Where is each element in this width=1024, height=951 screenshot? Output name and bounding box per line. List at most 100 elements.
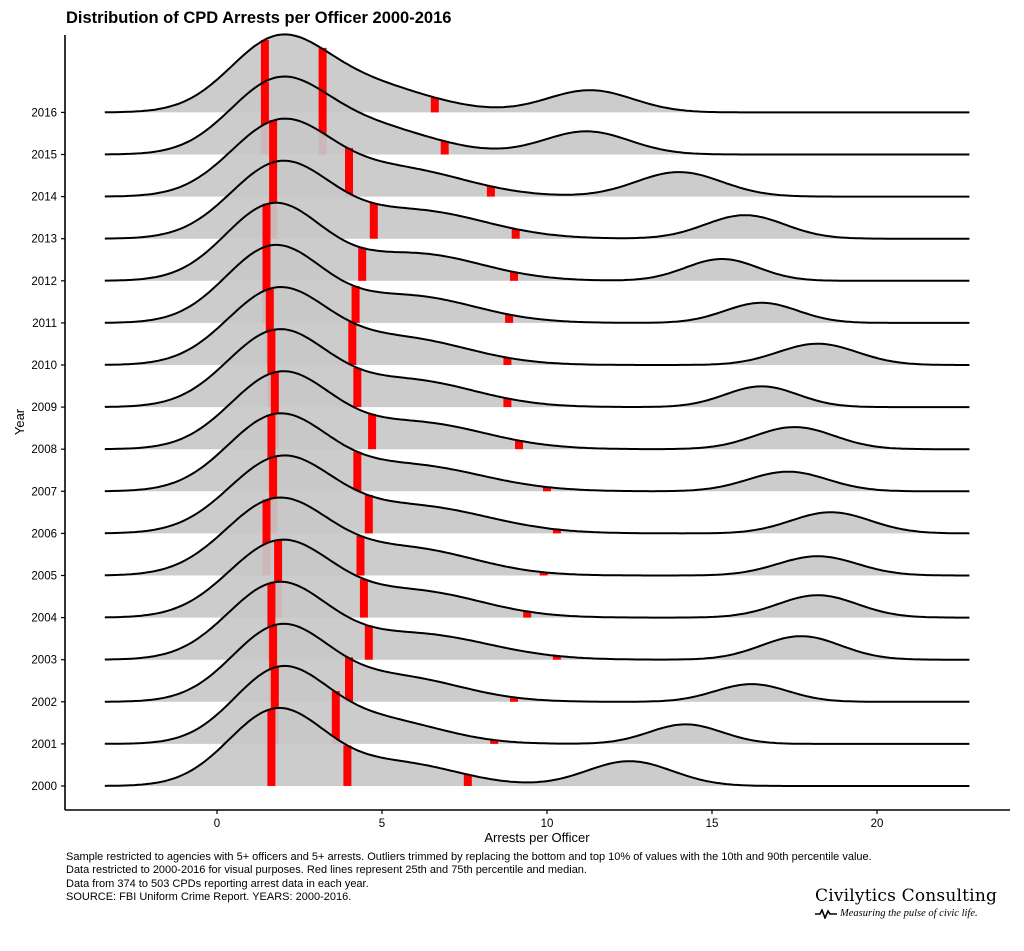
quantile-line-q25	[270, 372, 279, 450]
brand-tagline: Measuring the pulse of civic life.	[840, 908, 978, 919]
ridge-outline	[104, 117, 970, 198]
y-tick-label: 2005	[31, 571, 57, 583]
x-tick-label: 5	[379, 818, 385, 830]
y-tick-label: 2006	[31, 528, 57, 540]
axes-layer	[64, 35, 1010, 811]
ridge-outline	[104, 243, 970, 324]
quantile-line-q75	[511, 229, 520, 239]
ridge-2016	[104, 33, 970, 114]
ridge-outline	[104, 328, 970, 409]
ridge-outline	[104, 622, 970, 703]
quantile-line-q75	[539, 572, 548, 576]
quantile-line-q75	[503, 357, 512, 365]
x-tick-label: 15	[706, 818, 719, 830]
chart-notes: Sample restricted to agencies with 5+ of…	[66, 851, 872, 905]
ridge-2013	[104, 159, 970, 240]
ridge-outline	[104, 159, 970, 240]
y-tick-label: 2016	[31, 107, 57, 119]
ridge-area	[104, 665, 970, 744]
ridges-layer	[104, 33, 970, 787]
quantile-line-q25	[265, 288, 274, 365]
note-line: Data restricted to 2000-2016 for visual …	[66, 864, 587, 877]
quantile-line-q25	[269, 120, 278, 197]
quantile-line-q75	[552, 655, 561, 660]
ridge-outline	[104, 664, 970, 745]
quantile-line-q25	[267, 414, 276, 492]
ridge-outline	[104, 201, 970, 282]
ridge-area	[104, 202, 970, 281]
quantile-line-q25	[267, 330, 276, 408]
note-line: SOURCE: FBI Uniform Crime Report. YEARS:…	[66, 891, 352, 904]
y-axis-title: Year	[12, 408, 27, 435]
ridge-2004	[104, 538, 970, 619]
y-tick-label: 2011	[32, 318, 57, 330]
quantile-line-median	[331, 691, 340, 744]
quantile-line-q25	[262, 246, 271, 323]
ridge-outline	[104, 285, 970, 366]
ridge-outline	[104, 75, 970, 156]
ridge-area	[104, 539, 970, 618]
y-tick-label: 2002	[31, 697, 57, 709]
ridge-outline	[104, 454, 970, 535]
y-tick-label: 2003	[31, 655, 57, 667]
x-tick-label: 20	[871, 818, 884, 830]
quantile-line-median	[368, 413, 377, 450]
x-tick-label: 10	[541, 818, 554, 830]
y-tick-label: 2001	[31, 739, 57, 751]
note-line: Sample restricted to agencies with 5+ of…	[66, 851, 872, 863]
quantile-line-q75	[510, 697, 518, 702]
quantile-line-q25	[262, 499, 271, 576]
quantile-line-q75	[552, 529, 561, 534]
quantile-line-median	[318, 90, 327, 155]
quantile-line-q25	[270, 667, 279, 744]
ridge-outline	[104, 580, 970, 661]
quantile-line-q25	[269, 456, 278, 534]
quantile-line-median	[356, 535, 365, 576]
y-tick-label: 2000	[31, 781, 57, 793]
quantile-line-median	[348, 321, 357, 365]
quantile-line-median	[364, 494, 373, 534]
note-line: Data from 374 to 503 CPDs reporting arre…	[66, 877, 369, 890]
quantile-line-q75	[430, 97, 439, 113]
quantile-line-q75	[505, 314, 514, 323]
quantile-line-q25	[274, 540, 283, 618]
ridge-outline	[104, 496, 970, 577]
quantile-line-q75	[510, 272, 518, 281]
x-ticks: 0 5 10 15 20	[214, 810, 884, 830]
y-tick-label: 2004	[31, 613, 57, 625]
y-tick-label: 2010	[31, 360, 57, 372]
ridge-outline	[104, 412, 970, 493]
ridge-outline	[104, 707, 970, 787]
quantile-line-q25	[260, 81, 269, 155]
ridge-2001	[104, 664, 970, 745]
brand-name: Civilytics Consulting	[815, 886, 998, 906]
quantile-line-q25	[267, 709, 276, 786]
ridge-outline	[104, 33, 970, 114]
quantile-line-q75	[515, 440, 523, 450]
quantile-line-q25	[262, 203, 271, 281]
y-tick-label: 2012	[31, 276, 57, 288]
quantile-line-q25	[260, 39, 269, 113]
quantile-line-median	[364, 625, 373, 660]
x-axis-title: Arrests per Officer	[484, 830, 590, 845]
quantile-line-median	[345, 657, 353, 702]
quantile-line-q25	[269, 625, 278, 702]
ridge-outline	[104, 370, 970, 451]
ridge-area	[104, 160, 970, 239]
quantile-line-q75	[490, 740, 499, 744]
quantile-line-median	[351, 286, 360, 323]
quantile-line-q25	[269, 162, 278, 239]
y-ticks: 2000 2001 2002 2003 2004 2005 2006 2007 2008 2009…	[31, 107, 65, 793]
quantile-line-q75	[463, 774, 472, 786]
y-tick-label: 2008	[31, 444, 57, 456]
ridge-2000	[104, 707, 970, 787]
chart-title: Distribution of CPD Arrests per Officer …	[66, 9, 452, 27]
quantile-line-q75	[440, 141, 449, 155]
ridge-outline	[104, 538, 970, 619]
y-tick-label: 2015	[31, 150, 57, 162]
y-tick-label: 2013	[31, 234, 57, 246]
quantile-line-q75	[486, 186, 495, 197]
quantile-line-q75	[523, 611, 532, 618]
ridge-2012	[104, 201, 970, 282]
quantile-line-median	[358, 247, 367, 281]
